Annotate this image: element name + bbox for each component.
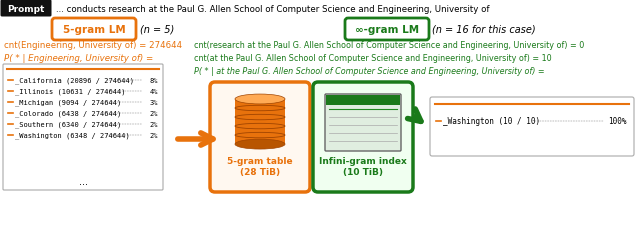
FancyBboxPatch shape [325, 95, 401, 151]
Text: (n = 5): (n = 5) [140, 25, 174, 35]
FancyBboxPatch shape [345, 19, 429, 41]
FancyBboxPatch shape [210, 83, 310, 192]
FancyBboxPatch shape [235, 100, 285, 144]
Text: _Washington (6348 / 274644): _Washington (6348 / 274644) [15, 132, 130, 139]
Text: P( * | at the Paul G. Allen School of Computer Science and Engineering, Universi: P( * | at the Paul G. Allen School of Co… [194, 67, 545, 76]
FancyBboxPatch shape [326, 96, 400, 106]
Text: _Michigan (9094 / 274644): _Michigan (9094 / 274644) [15, 99, 121, 106]
Text: 2%: 2% [150, 132, 158, 138]
Text: (n = 16 for this case): (n = 16 for this case) [432, 25, 536, 35]
Text: cnt(at the Paul G. Allen School of Computer Science and Engineering, University : cnt(at the Paul G. Allen School of Compu… [194, 54, 552, 63]
Text: cnt(Engineering, University of) = 274644: cnt(Engineering, University of) = 274644 [4, 41, 182, 50]
Text: 5-gram LM: 5-gram LM [63, 25, 125, 35]
Text: 2%: 2% [150, 111, 158, 116]
Text: 3%: 3% [150, 100, 158, 106]
Text: _Southern (6340 / 274644): _Southern (6340 / 274644) [15, 121, 121, 128]
Text: Prompt: Prompt [7, 5, 45, 13]
Text: 2%: 2% [150, 121, 158, 127]
Text: 4%: 4% [150, 89, 158, 95]
Text: 100%: 100% [609, 117, 627, 126]
Text: _Illinois (10631 / 274644): _Illinois (10631 / 274644) [15, 88, 125, 95]
Text: ... conducts research at the Paul G. Allen School of Computer Science and Engine: ... conducts research at the Paul G. All… [56, 5, 490, 13]
Ellipse shape [235, 95, 285, 104]
Text: ...: ... [79, 176, 88, 186]
Text: _Colorado (6438 / 274644): _Colorado (6438 / 274644) [15, 110, 121, 117]
Text: 5-gram table
(28 TiB): 5-gram table (28 TiB) [227, 157, 293, 176]
Ellipse shape [235, 140, 285, 149]
Text: 8%: 8% [150, 78, 158, 84]
Text: _California (20896 / 274644): _California (20896 / 274644) [15, 77, 134, 84]
Text: _Washington (10 / 10): _Washington (10 / 10) [443, 117, 540, 126]
Text: cnt(research at the Paul G. Allen School of Computer Science and Engineering, Un: cnt(research at the Paul G. Allen School… [194, 41, 584, 50]
FancyBboxPatch shape [1, 0, 51, 17]
FancyBboxPatch shape [430, 98, 634, 156]
Text: Infini-gram index
(10 TiB): Infini-gram index (10 TiB) [319, 157, 407, 176]
Text: ∞-gram LM: ∞-gram LM [355, 25, 419, 35]
FancyBboxPatch shape [3, 65, 163, 190]
FancyBboxPatch shape [52, 19, 136, 41]
FancyBboxPatch shape [313, 83, 413, 192]
Text: P( * | Engineering, University of) =: P( * | Engineering, University of) = [4, 54, 153, 63]
